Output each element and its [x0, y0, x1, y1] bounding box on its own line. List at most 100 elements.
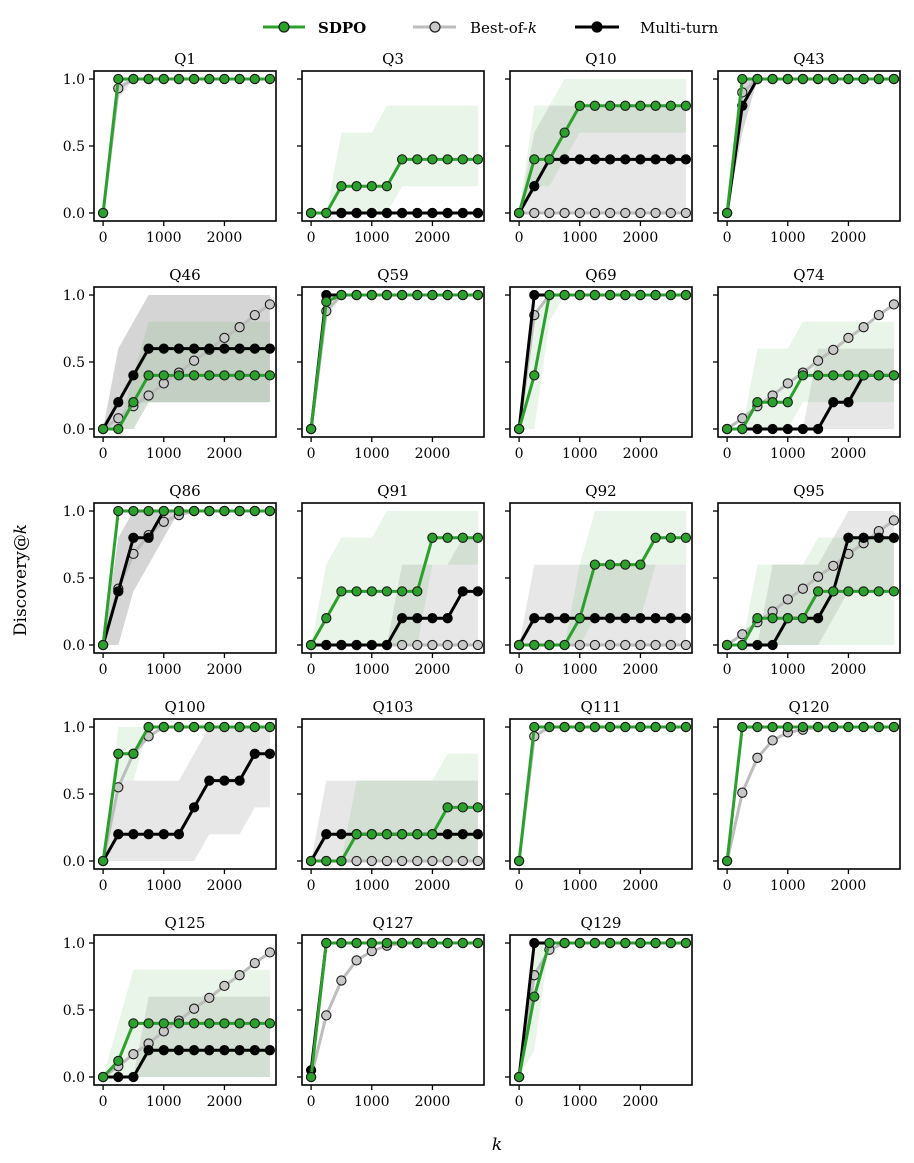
sdpo-point: [264, 721, 276, 733]
sdpo-point: [351, 937, 362, 949]
sdpo-point: [635, 937, 646, 949]
sdpo-point: [797, 613, 809, 624]
best-of-k-point: [888, 515, 900, 526]
sdpo-point: [635, 289, 646, 301]
best-of-k-point: [589, 639, 601, 651]
panel-q46: Q46 0 1000 2000 0.0 0.5 1.0: [63, 266, 277, 462]
multi-turn-point: [472, 829, 484, 840]
multi-turn-point: [128, 1071, 139, 1083]
y-tick-label: 0.0: [63, 1070, 85, 1086]
sdpo-point: [574, 937, 585, 949]
sdpo-point: [351, 289, 362, 301]
legend-best-marker: [429, 21, 441, 33]
multi-turn-point: [767, 639, 778, 651]
sdpo-point: [97, 639, 109, 651]
sdpo-point: [305, 855, 317, 867]
best-of-k-point: [396, 639, 408, 651]
sdpo-point: [828, 586, 839, 597]
sdpo-point: [305, 639, 317, 651]
sdpo-point: [457, 532, 468, 543]
multi-turn-point: [234, 1045, 245, 1056]
legend-sdpo-marker: [278, 21, 290, 33]
multi-turn-point: [351, 207, 362, 219]
best-of-k-point: [873, 309, 884, 321]
multi-turn-point: [264, 1045, 276, 1056]
sdpo-point: [188, 73, 200, 85]
multi-turn-point: [173, 1045, 185, 1056]
best-of-k-point: [544, 207, 555, 219]
sdpo-point: [680, 100, 692, 111]
panel-title: Q86: [169, 482, 200, 500]
sdpo-point: [858, 73, 869, 85]
panel-title: Q129: [581, 914, 622, 932]
sdpo-point: [782, 721, 793, 733]
best-of-k-point: [219, 332, 230, 344]
sdpo-point: [204, 721, 215, 733]
sdpo-point: [544, 639, 555, 651]
sdpo-point: [412, 829, 423, 840]
sdpo-point: [457, 289, 468, 301]
sdpo-point: [442, 289, 453, 301]
plot-area: [97, 295, 276, 435]
x-tick-label: 0: [99, 230, 108, 246]
sdpo-point: [559, 721, 570, 733]
sdpo-point: [544, 721, 555, 733]
x-tick-label: 1000: [146, 230, 182, 246]
sdpo-point: [589, 937, 601, 949]
sdpo-point: [219, 505, 230, 517]
sdpo-point: [234, 1018, 245, 1029]
sdpo-point: [752, 73, 763, 85]
panel-title: Q91: [377, 482, 408, 500]
multi-turn-point: [188, 802, 200, 813]
best-of-k-point: [472, 855, 484, 867]
sdpo-point: [143, 73, 154, 85]
sdpo-point: [457, 154, 468, 165]
x-tick-label: 1000: [770, 446, 806, 462]
sdpo-point: [858, 721, 869, 733]
panel-q86: Q86 0 1000 2000 0.0 0.5 1.0: [63, 482, 277, 678]
sdpo-point: [412, 937, 423, 949]
best-of-k-point: [143, 390, 154, 401]
sdpo-point: [457, 937, 468, 949]
sdpo-point: [812, 721, 824, 733]
sdpo-point: [858, 586, 869, 597]
panel-q3: Q3 0 1000 2000: [297, 50, 485, 246]
x-tick-label: 1000: [354, 662, 390, 678]
sdpo-point: [680, 289, 692, 301]
sdpo-point: [113, 423, 124, 435]
sdpo-point: [752, 397, 763, 408]
best-of-k-point: [234, 970, 245, 981]
y-axis-label-prefix: Discovery@: [11, 534, 31, 636]
sdpo-point: [305, 207, 317, 219]
sdpo-point: [188, 1018, 200, 1029]
multi-turn-point: [143, 532, 154, 543]
multi-turn-point: [249, 343, 260, 354]
legend-best-label: Best-of-k: [470, 19, 537, 37]
sdpo-point: [589, 100, 601, 111]
best-of-k-point: [650, 639, 661, 651]
sdpo-point: [396, 586, 408, 597]
multi-turn-point: [635, 154, 646, 165]
multi-turn-point: [472, 207, 484, 219]
sdpo-point: [381, 937, 393, 949]
sdpo-point: [559, 937, 570, 949]
best-of-k-point: [412, 639, 423, 651]
multi-turn-point: [680, 613, 692, 624]
multi-turn-point: [843, 397, 854, 408]
sdpo-point: [351, 829, 362, 840]
sdpo-point: [173, 370, 185, 381]
sdpo-point: [665, 721, 676, 733]
sdpo-point: [234, 505, 245, 517]
best-of-k-point: [396, 855, 408, 867]
best-of-k-point: [204, 992, 215, 1004]
x-tick-label: 0: [723, 446, 732, 462]
plot-area: [305, 105, 484, 219]
x-axis-label: k: [492, 1135, 502, 1155]
multi-turn-point: [650, 613, 661, 624]
panel-q95: Q95 0 1000 2000: [713, 482, 901, 678]
sdpo-point: [396, 154, 408, 165]
x-tick-label: 1000: [770, 662, 806, 678]
sdpo-band: [103, 727, 270, 861]
sdpo-point: [650, 289, 661, 301]
x-tick-label: 0: [307, 878, 316, 894]
